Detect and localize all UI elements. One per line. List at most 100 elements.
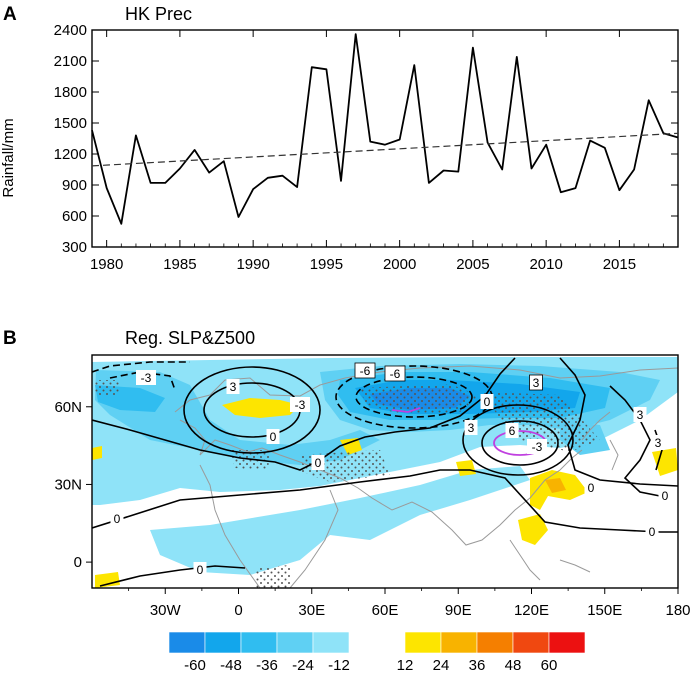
contour-label: 0 [315, 456, 322, 470]
colorbar-label: 24 [433, 657, 450, 674]
contour-label-bg [110, 511, 124, 526]
contour-negative [355, 376, 473, 418]
colorbar-swatch-positive [404, 631, 442, 654]
lat-tick-label: 0 [74, 554, 82, 571]
contour-label-bg [529, 374, 543, 391]
contour-label: 3 [468, 421, 475, 435]
contour-label-bg [527, 439, 547, 454]
colorbar-label: -24 [292, 657, 314, 674]
contour-label-bg [136, 370, 156, 385]
colorbar-label: -36 [256, 657, 278, 674]
panel-a-letter: A [3, 4, 17, 25]
x-tick-label: 1980 [90, 256, 123, 273]
colorbar-swatch-negative [204, 631, 242, 654]
contour-label-bg [480, 394, 494, 409]
colorbar-label: 12 [397, 657, 414, 674]
lon-tick-label: 120E [514, 602, 549, 619]
contour-label: 3 [533, 376, 540, 390]
colorbar-swatch-positive [476, 631, 514, 654]
contour-label-bg [354, 362, 376, 379]
contour-label: 0 [484, 395, 491, 409]
contour-label-bg [464, 420, 478, 435]
contour-label: 0 [649, 525, 656, 539]
y-tick-label: 600 [62, 208, 87, 225]
y-tick-label: 300 [62, 239, 87, 256]
contour-label: 0 [114, 512, 121, 526]
contour-label: 3 [230, 380, 237, 394]
panel-a-title: HK Prec [125, 4, 192, 24]
contour-label-bg [384, 365, 406, 382]
contour-label: 3 [655, 436, 662, 450]
colorbar-swatch-negative [276, 631, 314, 654]
y-tick-label: 900 [62, 177, 87, 194]
lon-tick-label: 0 [234, 602, 242, 619]
colorbar-swatch-positive [512, 631, 550, 654]
lon-tick-label: 180 [665, 602, 690, 619]
contour-label: 6 [509, 424, 516, 438]
panel-a-y-axis-label: Rainfall/mm [0, 118, 17, 197]
panel-b-title: Reg. SLP&Z500 [125, 328, 255, 348]
x-tick-label: 2015 [603, 256, 636, 273]
contour-positive [481, 420, 559, 466]
contour-label-bg [290, 397, 310, 412]
contour-label-bg [505, 423, 519, 438]
colorbar-swatch-negative [240, 631, 278, 654]
trend-line [91, 132, 679, 167]
contour-label: -3 [141, 371, 152, 385]
colorbar-swatch-negative [168, 631, 206, 654]
y-tick-label: 2400 [54, 22, 87, 39]
highlight-contour-small [391, 407, 421, 413]
contour-label-bg [584, 480, 598, 495]
colorbar-swatch-positive [440, 631, 478, 654]
lon-tick-label: 60E [372, 602, 399, 619]
colorbar-neutral-gap [349, 632, 405, 653]
x-tick-label: 1990 [236, 256, 269, 273]
panel-b-letter: B [3, 328, 17, 349]
rainfall-series-line [91, 33, 679, 225]
colorbar-label: 36 [469, 657, 486, 674]
lon-tick-label: 30E [298, 602, 325, 619]
contour-label: 3 [637, 408, 644, 422]
coastlines [174, 365, 678, 588]
contour-label-bg [645, 524, 659, 539]
contour-positive-outer [462, 404, 574, 476]
contour-label-bg [193, 562, 207, 577]
colorbar-label: -60 [184, 657, 206, 674]
colorbar-label: -48 [220, 657, 242, 674]
colorbar-swatch-positive [548, 631, 586, 654]
lat-tick-label: 60N [54, 399, 82, 416]
y-tick-label: 1200 [54, 146, 87, 163]
contour-positive-outer [183, 366, 321, 454]
colorbar-label: -12 [328, 657, 350, 674]
lon-tick-label: 30W [150, 602, 182, 619]
lat-tick-label: 30N [54, 476, 82, 493]
colorbar: -60 -48 -36 -24 -12 12 24 36 48 60 [168, 631, 586, 674]
panel-a-ticks: 300 600 900 1200 1500 1800 2100 2400 1980 1985 199… [54, 22, 679, 273]
contour-label-bg [311, 455, 325, 470]
contour-label: -3 [532, 440, 543, 454]
lon-tick-label: 150E [587, 602, 622, 619]
contour-label: -3 [295, 398, 306, 412]
contour-label-bg [226, 379, 240, 394]
x-tick-label: 1985 [163, 256, 196, 273]
x-tick-label: 1995 [310, 256, 343, 273]
x-tick-label: 2005 [456, 256, 489, 273]
contour-label: 0 [197, 563, 204, 577]
panel-b-ticks: 30W 0 30E 60E 90E 120E 150E 180 60N 30N 0 [54, 399, 690, 619]
contour-label: 0 [662, 489, 669, 503]
contour-label: 0 [270, 430, 277, 444]
contour-label-bg [651, 435, 665, 450]
colorbar-label: 60 [541, 657, 558, 674]
colorbar-label: 48 [505, 657, 522, 674]
x-tick-label: 2010 [529, 256, 562, 273]
lon-tick-label: 90E [445, 602, 472, 619]
contour-label-bg [266, 429, 280, 444]
colorbar-swatch-negative [312, 631, 350, 654]
y-tick-label: 1500 [54, 115, 87, 132]
y-tick-label: 2100 [54, 53, 87, 70]
y-tick-label: 1800 [54, 84, 87, 101]
panel-a-series [91, 33, 679, 225]
